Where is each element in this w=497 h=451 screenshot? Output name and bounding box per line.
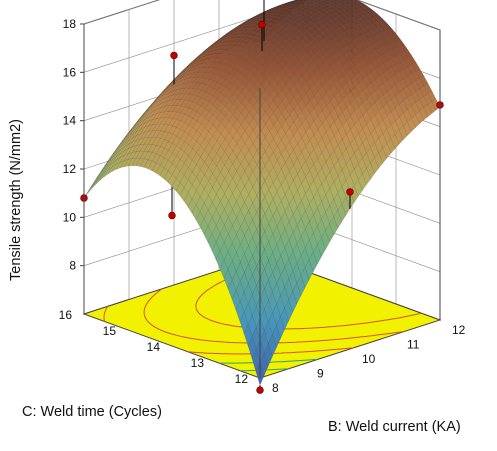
y-tick-label: 12	[235, 372, 249, 386]
z-tick-label: 16	[63, 65, 77, 79]
x-tick-label: 8	[272, 381, 279, 395]
y-tick-label: 14	[147, 340, 161, 354]
design-point	[259, 21, 266, 28]
z-tick-label: 10	[63, 210, 77, 224]
design-point	[347, 189, 354, 196]
x-tick-label: 11	[407, 338, 420, 352]
y-axis-label: C: Weld time (Cycles)	[22, 404, 162, 420]
y-tick-label: 16	[59, 308, 73, 322]
x-axis-label: B: Weld current (KA)	[328, 419, 461, 435]
y-tick-label: 13	[191, 356, 205, 370]
z-tick-label: 12	[63, 162, 77, 176]
z-axis-label: Tensile strength (N/mm2)	[8, 119, 24, 281]
design-point	[257, 387, 264, 394]
x-tick-label: 9	[317, 367, 324, 381]
x-tick-label: 10	[362, 352, 376, 366]
y-tick-label: 15	[103, 324, 117, 338]
design-point	[169, 212, 176, 219]
z-tick-label: 18	[63, 17, 77, 31]
z-tick-label: 8	[69, 259, 76, 273]
x-tick-label: 12	[452, 323, 466, 337]
design-point	[171, 52, 178, 59]
z-tick-label: 14	[63, 114, 77, 128]
